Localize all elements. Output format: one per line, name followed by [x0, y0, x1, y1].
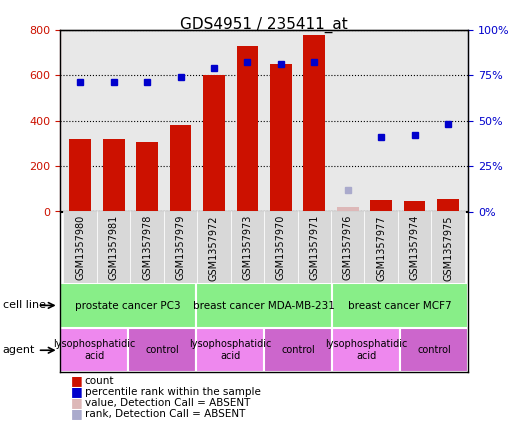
Bar	[97, 212, 130, 283]
Bar	[270, 64, 292, 211]
Text: lysophosphatidic
acid: lysophosphatidic acid	[53, 339, 135, 361]
Bar	[136, 142, 158, 212]
Text: GSM1357976: GSM1357976	[343, 215, 353, 280]
Bar	[103, 139, 124, 212]
Bar	[400, 328, 468, 372]
Text: value, Detection Call = ABSENT: value, Detection Call = ABSENT	[85, 398, 250, 408]
Text: cell line: cell line	[3, 300, 46, 310]
Bar	[60, 328, 128, 372]
Text: percentile rank within the sample: percentile rank within the sample	[85, 387, 260, 397]
Bar	[437, 199, 459, 212]
Bar	[231, 212, 264, 283]
Bar	[370, 200, 392, 212]
Text: GSM1357979: GSM1357979	[176, 215, 186, 280]
Text: count: count	[85, 376, 114, 386]
Bar	[431, 212, 465, 283]
Text: GSM1357972: GSM1357972	[209, 215, 219, 280]
Bar	[404, 201, 425, 212]
Text: prostate cancer PC3: prostate cancer PC3	[75, 301, 181, 310]
Bar	[398, 212, 431, 283]
Text: agent: agent	[3, 345, 35, 355]
Text: lysophosphatidic
acid: lysophosphatidic acid	[189, 339, 271, 361]
Bar	[128, 328, 196, 372]
Text: GSM1357978: GSM1357978	[142, 215, 152, 280]
Text: GSM1357975: GSM1357975	[443, 215, 453, 280]
Bar	[70, 139, 91, 212]
Text: GSM1357981: GSM1357981	[109, 215, 119, 280]
Bar	[264, 212, 298, 283]
Text: control: control	[145, 345, 179, 355]
Bar	[164, 212, 197, 283]
Bar	[303, 35, 325, 212]
Bar	[60, 283, 196, 328]
Text: GSM1357974: GSM1357974	[410, 215, 419, 280]
Bar	[63, 212, 97, 283]
Text: GSM1357970: GSM1357970	[276, 215, 286, 280]
Text: ■: ■	[71, 396, 82, 409]
Bar	[169, 125, 191, 212]
Text: GSM1357971: GSM1357971	[309, 215, 319, 280]
Bar	[337, 207, 359, 212]
Bar	[332, 283, 468, 328]
Bar	[197, 212, 231, 283]
Text: ■: ■	[71, 407, 82, 420]
Text: control: control	[281, 345, 315, 355]
Bar	[203, 75, 225, 212]
Bar	[264, 328, 332, 372]
Bar	[365, 212, 398, 283]
Text: GSM1357973: GSM1357973	[242, 215, 253, 280]
Bar	[298, 212, 331, 283]
Bar	[130, 212, 164, 283]
Text: breast cancer MCF7: breast cancer MCF7	[348, 301, 452, 310]
Text: ■: ■	[71, 374, 82, 387]
Text: lysophosphatidic
acid: lysophosphatidic acid	[325, 339, 407, 361]
Text: GDS4951 / 235411_at: GDS4951 / 235411_at	[180, 17, 348, 33]
Text: rank, Detection Call = ABSENT: rank, Detection Call = ABSENT	[85, 409, 245, 419]
Text: GSM1357977: GSM1357977	[376, 215, 386, 280]
Text: control: control	[417, 345, 451, 355]
Bar	[331, 212, 365, 283]
Bar	[332, 328, 400, 372]
Text: GSM1357980: GSM1357980	[75, 215, 85, 280]
Bar	[236, 46, 258, 212]
Text: breast cancer MDA-MB-231: breast cancer MDA-MB-231	[193, 301, 335, 310]
Text: ■: ■	[71, 385, 82, 398]
Bar	[196, 283, 332, 328]
Bar	[196, 328, 264, 372]
